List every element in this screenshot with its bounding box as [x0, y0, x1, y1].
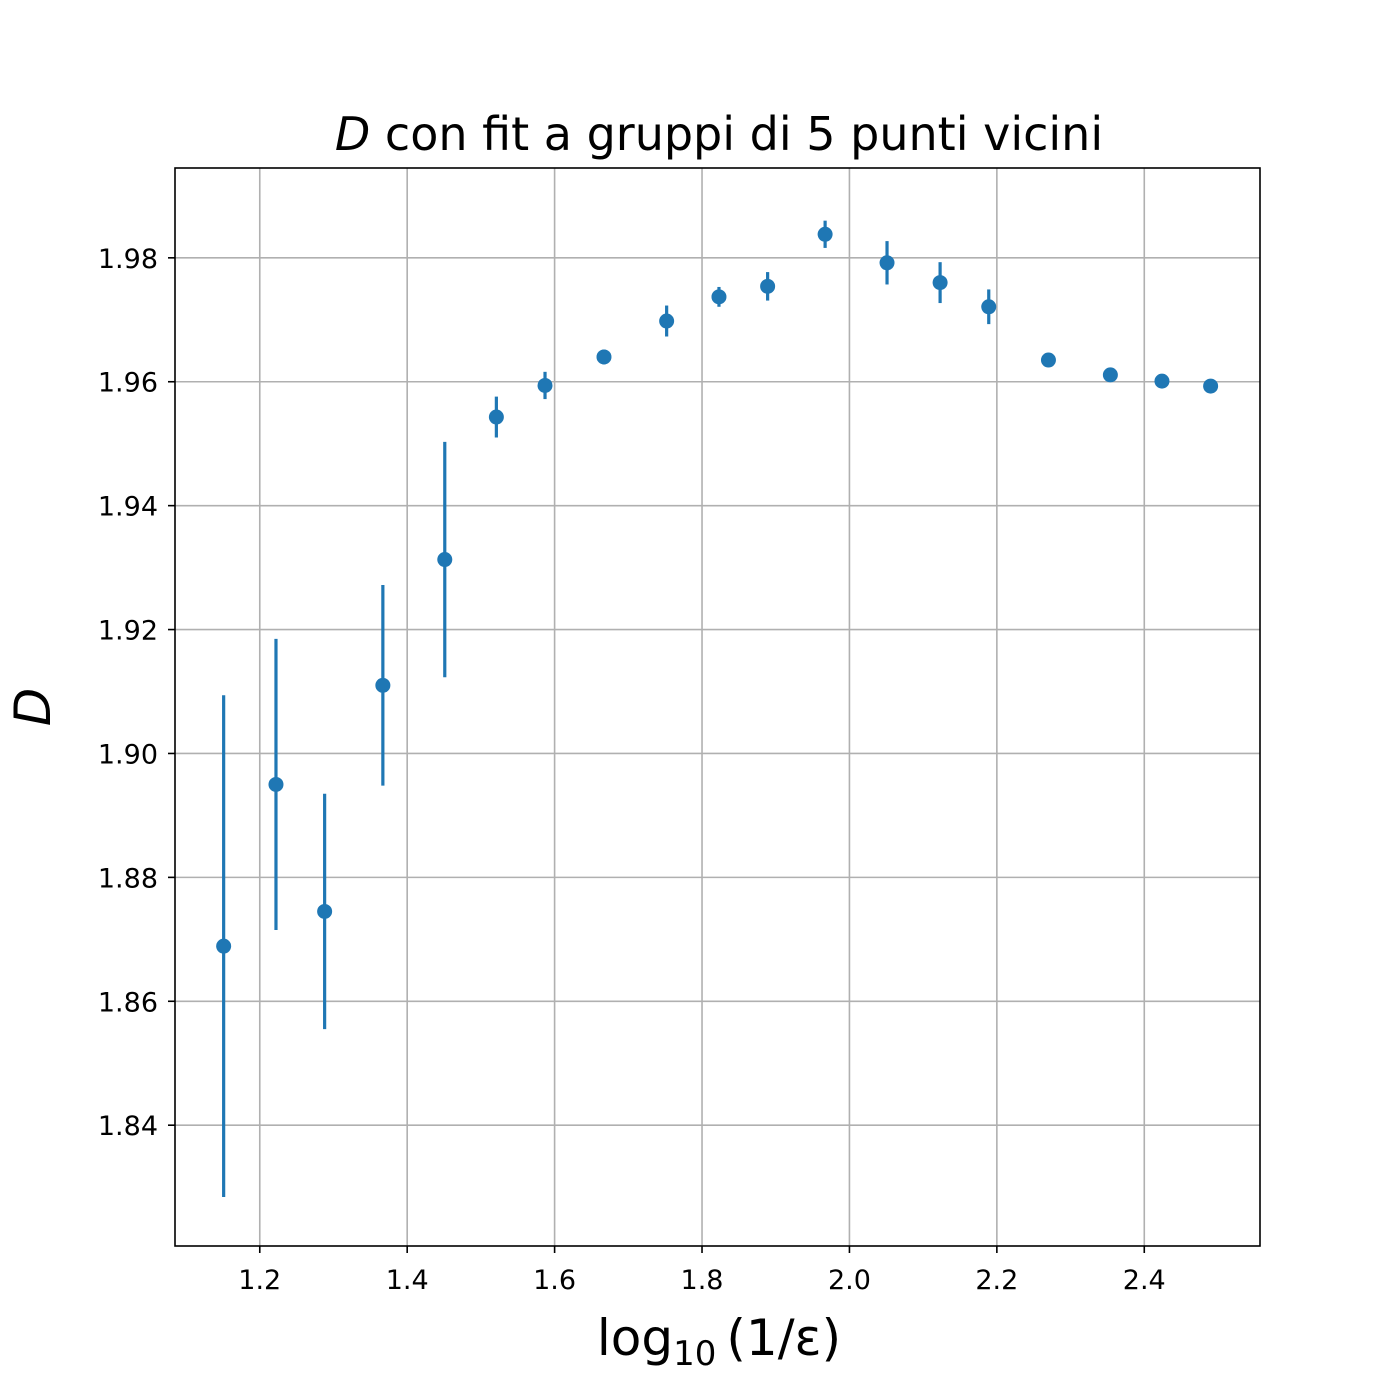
- data-point: [537, 377, 553, 393]
- x-axis-label: log10 (1/ε): [597, 1309, 841, 1374]
- data-point: [375, 677, 391, 693]
- x-tick-label: 2.4: [1123, 1265, 1166, 1296]
- x-tick-label: 1.2: [238, 1265, 281, 1296]
- data-point: [488, 409, 504, 425]
- x-tick-label: 1.4: [386, 1265, 429, 1296]
- title-text: con fit a gruppi di 5 punti vicini: [370, 107, 1103, 161]
- y-tick-label: 1.98: [98, 244, 158, 275]
- data-point: [879, 255, 895, 271]
- y-axis-label: D: [4, 688, 62, 727]
- y-tick-label: 1.90: [98, 739, 158, 770]
- y-tick-label: 1.86: [98, 987, 158, 1018]
- data-point: [817, 226, 833, 242]
- y-axis-ticks: 1.84 1.86 1.88 1.90 1.92 1.94 1.96 1.98: [98, 244, 175, 1142]
- y-tick-label: 1.94: [98, 492, 158, 523]
- x-axis-label-subscript: 10: [673, 1334, 716, 1374]
- grid: [175, 168, 1260, 1246]
- data-point: [711, 289, 727, 305]
- x-tick-label: 1.8: [681, 1265, 724, 1296]
- data-point: [760, 278, 776, 294]
- data-point: [932, 275, 948, 291]
- x-axis-label-log: log: [597, 1309, 673, 1367]
- data-point: [981, 299, 997, 315]
- data-point: [317, 903, 333, 919]
- y-tick-label: 1.84: [98, 1111, 158, 1142]
- y-tick-label: 1.96: [98, 368, 158, 399]
- data-marks: [216, 220, 1219, 1198]
- data-point: [1102, 367, 1118, 383]
- x-tick-label: 2.0: [828, 1265, 871, 1296]
- x-tick-label: 2.2: [975, 1265, 1018, 1296]
- x-axis-ticks: 1.2 1.4 1.6 1.8 2.0 2.2 2.4: [238, 1246, 1166, 1296]
- chart-title: D con fit a gruppi di 5 punti vicini: [335, 107, 1103, 161]
- title-symbol: D: [335, 107, 370, 161]
- data-point: [659, 313, 675, 329]
- data-point: [216, 938, 232, 954]
- x-axis-label-argument: (1/ε): [726, 1309, 841, 1367]
- data-point: [1040, 352, 1056, 368]
- data-point: [1154, 373, 1170, 389]
- y-tick-label: 1.92: [98, 616, 158, 647]
- x-tick-label: 1.6: [533, 1265, 576, 1296]
- y-tick-label: 1.88: [98, 863, 158, 894]
- axes-frame: [174, 167, 1261, 1247]
- data-point: [1203, 378, 1219, 394]
- data-point: [268, 776, 284, 792]
- data-point: [596, 349, 612, 365]
- data-point: [437, 552, 453, 568]
